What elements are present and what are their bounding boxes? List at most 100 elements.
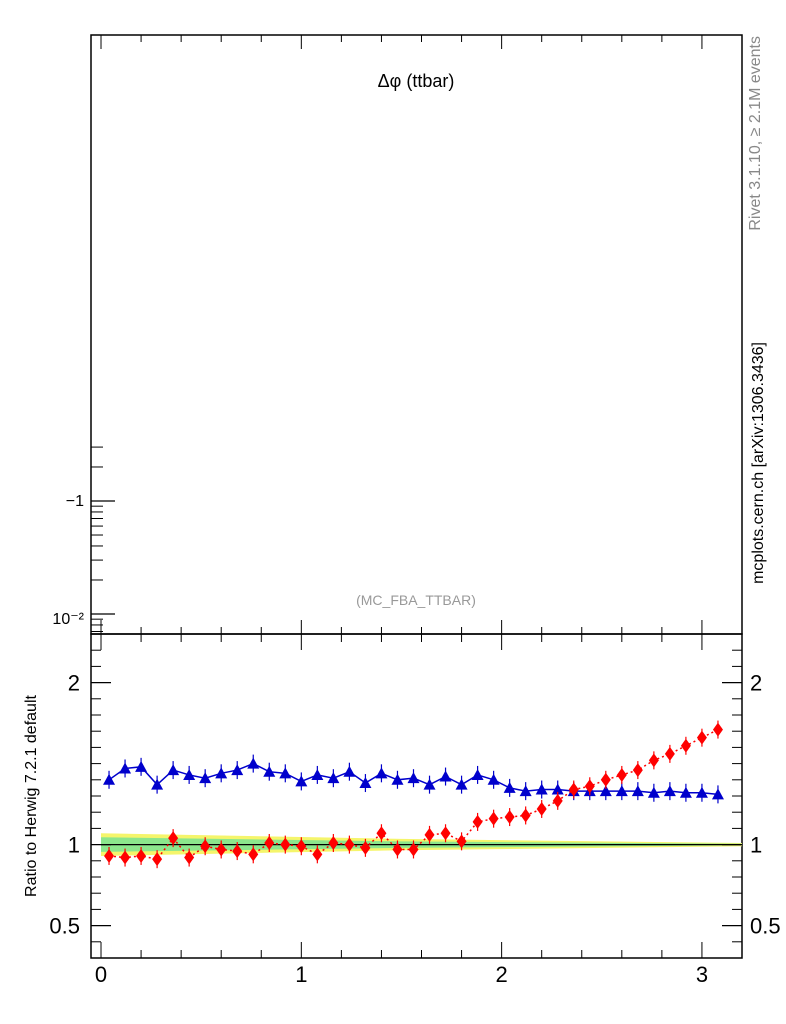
series-blue-point — [359, 777, 372, 789]
series-blue-point — [375, 767, 388, 779]
series-red-point — [136, 848, 147, 863]
series-red-point — [264, 835, 275, 850]
series-blue-point — [343, 765, 356, 777]
watermark: (MC_FBA_TTBAR) — [356, 592, 476, 608]
series-blue-point — [679, 786, 692, 798]
ratio-series-group — [103, 720, 724, 869]
ratio-axes: 0 1 2 3 0.5 0.5 1 1 2 2 — [49, 634, 781, 987]
uncertainty-band — [101, 833, 742, 856]
x-tick-label: 3 — [696, 962, 708, 987]
series-red-point — [488, 811, 499, 826]
side-label-bottom: mcplots.cern.ch [arXiv:1306.3436] — [750, 342, 767, 584]
series-blue-point — [391, 773, 404, 785]
series-red-point — [344, 837, 355, 852]
series-blue-point — [247, 757, 260, 769]
series-blue-point — [279, 767, 292, 779]
series-blue-point — [615, 785, 628, 797]
series-red-point — [440, 826, 451, 841]
side-label-top: Rivet 3.1.10, ≥ 2.1M events — [747, 36, 764, 231]
series-blue-point — [631, 785, 644, 797]
series-red-point — [504, 810, 515, 825]
series-blue-point — [711, 788, 724, 800]
chart-title: Δφ (ttbar) — [378, 71, 455, 91]
series-blue-point — [183, 768, 196, 780]
y-tick-label-right: 2 — [750, 671, 762, 696]
series-red-point — [168, 831, 179, 846]
series-red-point — [152, 852, 163, 867]
series-blue-point — [215, 767, 228, 779]
series-red-point — [296, 839, 307, 854]
series-red-point — [248, 847, 259, 862]
series-red-point — [184, 850, 195, 865]
series-red-point — [664, 746, 675, 761]
series-red-point — [200, 839, 211, 854]
y-tick-label-left: 0.5 — [49, 914, 80, 939]
series-blue-point — [103, 773, 116, 785]
main-panel-frame — [90, 34, 743, 635]
series-red-point — [472, 814, 483, 829]
series-red-point — [456, 834, 467, 849]
series-red-point — [584, 779, 595, 794]
series-blue-point — [263, 765, 276, 777]
series-blue-point — [295, 775, 308, 787]
series-blue-point — [151, 778, 164, 790]
series-blue-point — [119, 762, 132, 774]
series-red-point — [600, 772, 611, 787]
series-blue-point — [327, 772, 340, 784]
series-red-point — [392, 842, 403, 857]
y-tick-label-right: 0.5 — [750, 914, 781, 939]
series-red-point — [408, 842, 419, 857]
series-blue-point — [647, 786, 660, 798]
series-red-point — [280, 837, 291, 852]
y-tick-label-left: 2 — [68, 671, 80, 696]
series-blue-point — [551, 783, 564, 795]
series-red-point — [680, 738, 691, 753]
series-blue-point — [439, 770, 452, 782]
x-tick-label: 0 — [95, 962, 107, 987]
ratio-panel-frame — [90, 633, 743, 959]
series-blue-point — [199, 772, 212, 784]
main-ytick-label-2: 10⁻² — [52, 611, 84, 628]
series-red-point — [424, 827, 435, 842]
series-red-point — [312, 847, 323, 862]
series-blue-point — [471, 768, 484, 780]
main-ytick-label-1: −1 — [66, 493, 84, 510]
series-red-point — [120, 850, 131, 865]
series-red-point — [632, 763, 643, 778]
series-blue-point — [663, 785, 676, 797]
series-red-point — [568, 782, 579, 797]
series-red-point — [232, 844, 243, 859]
series-red-point — [216, 842, 227, 857]
series-blue-point — [519, 785, 532, 797]
y-tick-label-left: 1 — [68, 833, 80, 858]
main-y-axis — [91, 35, 743, 634]
series-blue-point — [503, 781, 516, 793]
y-tick-label-right: 1 — [750, 833, 762, 858]
series-red-point — [616, 767, 627, 782]
series-red-point — [328, 835, 339, 850]
series-blue-point — [135, 760, 148, 772]
series-blue-point — [487, 773, 500, 785]
series-red-point — [696, 730, 707, 745]
series-blue-point — [535, 783, 548, 795]
series-red-point — [376, 826, 387, 841]
series-red-point — [520, 808, 531, 823]
series-blue-point — [423, 778, 436, 790]
series-blue-point — [311, 768, 324, 780]
series-blue-point — [455, 778, 468, 790]
x-tick-label: 2 — [496, 962, 508, 987]
series-red-point — [552, 793, 563, 808]
series-blue-point — [695, 786, 708, 798]
x-tick-label: 1 — [295, 962, 307, 987]
series-red-point — [360, 840, 371, 855]
series-blue-point — [231, 764, 244, 776]
ratio-y-axis-label: Ratio to Herwig 7.2.1 default — [23, 695, 40, 897]
series-red-point — [536, 801, 547, 816]
series-blue-point — [407, 772, 420, 784]
series-red-point — [104, 848, 115, 863]
series-blue-point — [167, 764, 180, 776]
series-red-point — [712, 722, 723, 737]
series-blue-point — [599, 785, 612, 797]
series-red-point — [648, 753, 659, 768]
